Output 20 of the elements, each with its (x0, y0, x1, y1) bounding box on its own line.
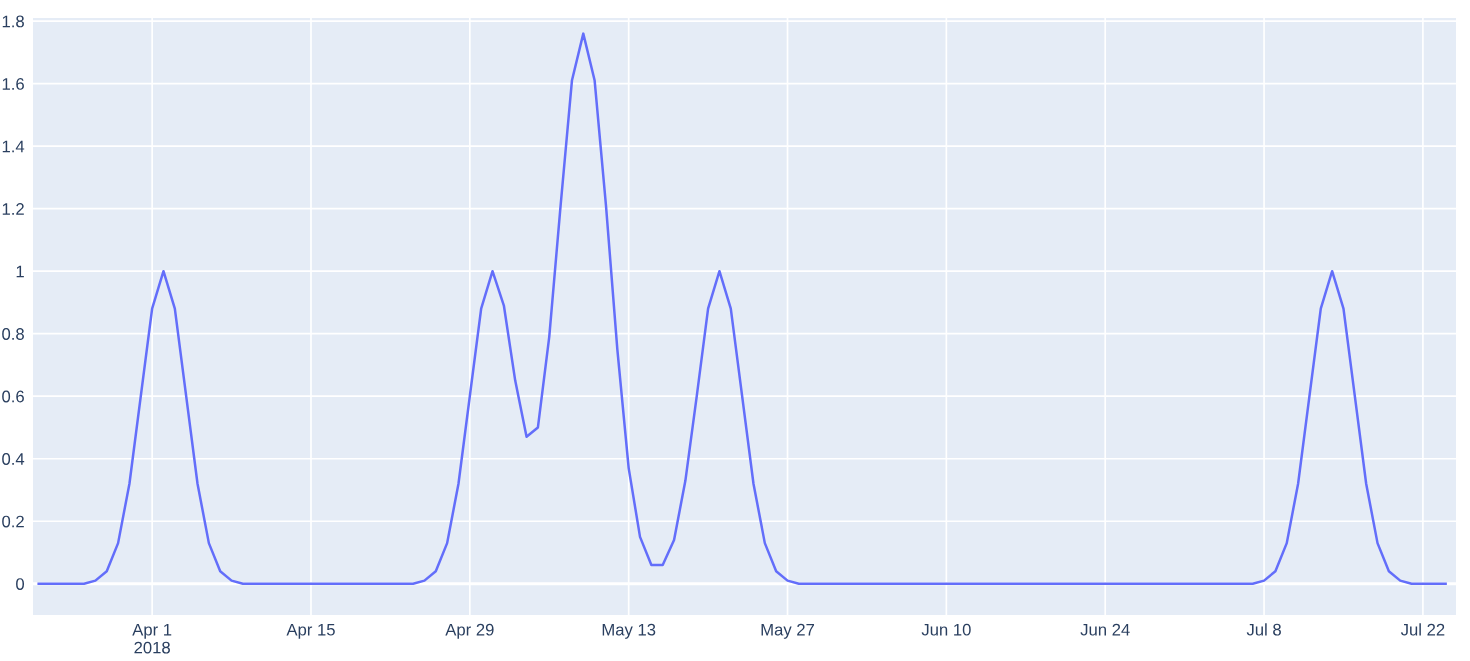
y-tick-label: 1.8 (2, 15, 24, 28)
y-tick-label: 0.4 (2, 453, 25, 465)
x-tick-label: Jul 8 (1246, 623, 1281, 636)
x-tick-label: Apr 29 (445, 623, 494, 639)
x-tick-label: Apr 15 (286, 623, 335, 639)
y-tick-label: 1.4 (2, 140, 25, 153)
y-tick-label: 1.6 (2, 78, 24, 90)
x-tick-label: May 13 (602, 623, 656, 639)
line-series (37, 32, 1447, 585)
y-tick-label: 0 (16, 578, 25, 590)
y-tick-label: 1 (16, 265, 24, 278)
x-tick-label: Jun 10 (921, 623, 971, 636)
x-tick-label: Jun 24 (1080, 623, 1130, 636)
y-tick-label: 0.6 (2, 390, 24, 403)
y-tick-label: 1.2 (2, 203, 24, 215)
y-tick-label: 0.2 (2, 515, 24, 528)
x-tick-label: Jul 22 (1400, 623, 1445, 636)
x-tick-label: Apr 1 2018 (132, 623, 172, 654)
x-tick-label: May 27 (761, 623, 815, 639)
y-tick-label: 0.8 (2, 328, 24, 340)
